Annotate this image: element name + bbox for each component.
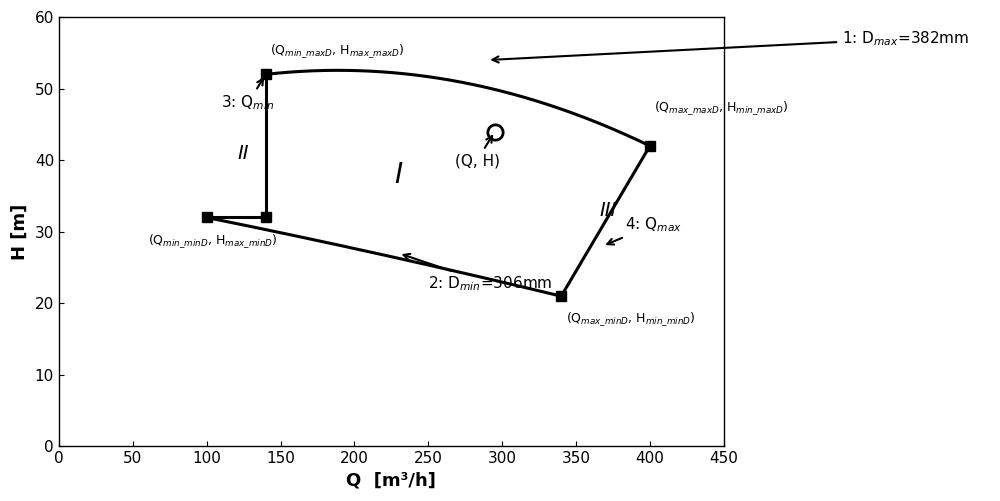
Text: II: II	[238, 144, 249, 163]
Text: (Q$_{{max\_maxD}}$, H$_{{min\_maxD}}$): (Q$_{{max\_maxD}}$, H$_{{min\_maxD}}$)	[654, 100, 789, 117]
Text: III: III	[600, 201, 617, 220]
Text: 1: D$_{{max}}$=382mm: 1: D$_{{max}}$=382mm	[492, 29, 969, 63]
Text: (Q$_{{min\_minD}}$, H$_{{max\_minD}}$): (Q$_{{min\_minD}}$, H$_{{max\_minD}}$)	[148, 232, 277, 249]
X-axis label: Q  [m³/h]: Q [m³/h]	[346, 472, 436, 490]
Text: (Q, H): (Q, H)	[455, 136, 500, 168]
Y-axis label: H [m]: H [m]	[11, 204, 29, 260]
Text: 3: Q$_{{min}}$: 3: Q$_{{min}}$	[221, 79, 275, 112]
Text: I: I	[395, 160, 403, 188]
Text: 2: D$_{{min}}$=306mm: 2: D$_{{min}}$=306mm	[404, 254, 553, 294]
Text: 4: Q$_{{max}}$: 4: Q$_{{max}}$	[607, 215, 682, 244]
Text: (Q$_{{min\_maxD}}$, H$_{{max\_maxD}}$): (Q$_{{min\_maxD}}$, H$_{{max\_maxD}}$)	[270, 42, 405, 60]
Text: (Q$_{{max\_minD}}$, H$_{{min\_minD}}$): (Q$_{{max\_minD}}$, H$_{{min\_minD}}$)	[566, 311, 695, 328]
